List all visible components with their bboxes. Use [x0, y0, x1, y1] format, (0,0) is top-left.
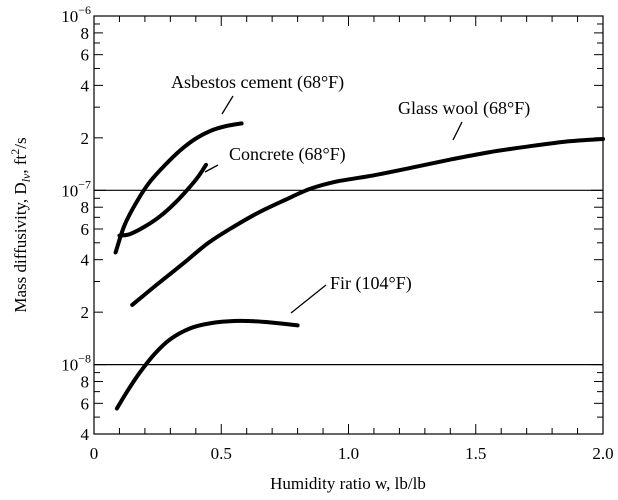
- y-tick-label: 4: [81, 425, 90, 444]
- series-lines: [113, 121, 605, 411]
- y-tick-label: 10−7: [61, 177, 91, 200]
- x-tick-label: 1.0: [338, 444, 359, 463]
- x-tick-label: 0.5: [211, 444, 232, 463]
- series-fir: [114, 318, 300, 411]
- annotation-leader: [290, 284, 327, 314]
- x-tick-label: 1.5: [465, 444, 486, 463]
- y-tick-label: 8: [81, 24, 90, 43]
- plot-frame: [93, 15, 604, 435]
- annotations: Asbestos cement (68°F) Concrete (68°F) Gla…: [171, 72, 530, 314]
- series-concrete: [117, 162, 208, 238]
- y-tick-label: 4: [81, 76, 90, 95]
- x-axis-ticks: 0 0.5 1.0 1.5 2.0: [90, 444, 614, 463]
- gridlines: [94, 189, 603, 366]
- x-tick-label: 0: [90, 444, 99, 463]
- y-axis-label: Mass diffusivity, Dlv, ft2/s: [8, 137, 33, 312]
- annotation-leader: [221, 95, 234, 115]
- label-glass-wool: Glass wool (68°F): [398, 98, 530, 119]
- y-tick-label: 2: [81, 129, 90, 148]
- series-glass-wool: [130, 137, 605, 307]
- annotation-leader: [452, 121, 463, 141]
- label-asbestos-cement: Asbestos cement (68°F): [171, 72, 344, 93]
- y-tick-label: 10−8: [61, 352, 91, 375]
- annotation-leader: [204, 164, 219, 173]
- x-axis-label: Humidity ratio w, lb/lb: [270, 474, 426, 493]
- x-tick-label: 2.0: [592, 444, 613, 463]
- y-tick-label: 2: [81, 303, 90, 322]
- y-tick-label: 8: [81, 373, 90, 392]
- y-tick-label: 6: [81, 394, 90, 413]
- y-tick-label: 6: [81, 46, 90, 65]
- y-tick-label: 6: [81, 220, 90, 239]
- y-tick-label: 4: [81, 251, 90, 270]
- label-fir: Fir (104°F): [330, 273, 412, 294]
- y-tick-label: 8: [81, 198, 90, 217]
- minor-ticks: [93, 16, 604, 434]
- y-tick-label: 10−6: [61, 3, 91, 26]
- series-asbestos-cement: [113, 121, 244, 255]
- label-concrete: Concrete (68°F): [229, 144, 346, 165]
